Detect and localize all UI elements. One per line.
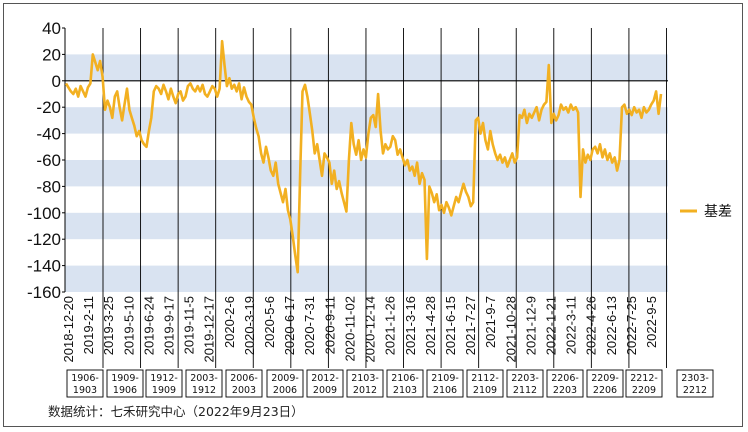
x-tick-label: 2019-3-25 bbox=[101, 296, 116, 355]
contract-label-top: 2203- bbox=[511, 373, 539, 384]
x-tick-label: 2021-6-15 bbox=[443, 296, 458, 355]
contract-label-top: 2209- bbox=[591, 373, 619, 384]
contract-label-bottom: 2203 bbox=[553, 385, 577, 396]
contract-box bbox=[145, 369, 183, 398]
contract-label-top: 2206- bbox=[551, 373, 579, 384]
contract-label-bottom: 2012 bbox=[353, 385, 377, 396]
contract-box bbox=[506, 369, 544, 398]
contract-label-bottom: 1903 bbox=[73, 385, 97, 396]
y-tick-label: -120 bbox=[27, 230, 61, 249]
contract-label-top: 1906- bbox=[71, 373, 99, 384]
contract-label-top: 1909- bbox=[111, 373, 139, 384]
contract-box bbox=[225, 369, 263, 398]
x-tick-label: 2021-3-16 bbox=[403, 296, 418, 355]
contract-label-top: 2212- bbox=[630, 373, 658, 384]
x-tick-label: 2020-7-31 bbox=[302, 296, 317, 355]
x-tick-label: 2021-12-9 bbox=[523, 296, 538, 355]
contract-label-bottom: 2106 bbox=[433, 385, 457, 396]
contract-label-bottom: 1909 bbox=[152, 385, 176, 396]
contract-label-top: 2109- bbox=[431, 373, 459, 384]
grid-band bbox=[65, 54, 668, 81]
y-tick-label: -160 bbox=[27, 283, 61, 302]
contract-box bbox=[66, 369, 104, 398]
contract-label-bottom: 2112 bbox=[513, 385, 537, 396]
contract-label-bottom: 2109 bbox=[473, 385, 497, 396]
grid-band bbox=[65, 212, 668, 240]
contract-label-top: 2303- bbox=[681, 373, 709, 384]
x-tick-label: 2022-3-11 bbox=[564, 296, 579, 354]
contract-box bbox=[386, 369, 424, 398]
source-note: 数据统计：七禾研究中心（2022年9月23日） bbox=[48, 404, 304, 419]
contract-box bbox=[676, 369, 714, 398]
grid-band bbox=[65, 160, 668, 187]
legend-label: 基差 bbox=[704, 203, 732, 220]
contract-label-bottom: 2009 bbox=[313, 385, 337, 396]
contract-label-bottom: 1912 bbox=[192, 385, 216, 396]
contract-label-top: 2009- bbox=[271, 373, 299, 384]
contract-label-bottom: 2212 bbox=[683, 385, 707, 396]
y-tick-label: -40 bbox=[36, 125, 61, 144]
contract-box bbox=[586, 369, 624, 398]
contract-label-top: 2003- bbox=[190, 373, 218, 384]
contract-label-bottom: 2006 bbox=[273, 385, 297, 396]
y-tick-label: -100 bbox=[27, 204, 61, 223]
contract-label-top: 2006- bbox=[230, 373, 258, 384]
x-tick-label: 2022-7-25 bbox=[624, 296, 639, 355]
y-tick-label: -20 bbox=[36, 98, 61, 117]
contract-label-top: 1912- bbox=[150, 373, 178, 384]
x-tick-label: 2022-9-5 bbox=[644, 296, 659, 348]
y-tick-label: -80 bbox=[36, 177, 61, 196]
contract-box bbox=[266, 369, 304, 398]
contract-box bbox=[346, 369, 384, 398]
chart-frame bbox=[3, 3, 743, 427]
contract-box bbox=[106, 369, 144, 398]
y-tick-label: 40 bbox=[42, 19, 61, 38]
x-tick-label: 2020-6-17 bbox=[282, 296, 297, 355]
x-tick-label: 2022-4-26 bbox=[584, 296, 599, 355]
x-tick-label: 2021-10-28 bbox=[503, 296, 518, 363]
contract-box bbox=[426, 369, 464, 398]
contract-label-bottom: 2209 bbox=[632, 385, 656, 396]
grid-band bbox=[65, 265, 668, 292]
x-tick-label: 2019-5-10 bbox=[121, 296, 136, 355]
contract-box bbox=[546, 369, 584, 398]
contract-label-top: 2103- bbox=[351, 373, 379, 384]
contract-label-top: 2106- bbox=[391, 373, 419, 384]
x-tick-label: 2021-9-7 bbox=[483, 296, 498, 348]
contract-label-bottom: 2103 bbox=[393, 385, 417, 396]
series-line-basis bbox=[64, 39, 663, 274]
x-tick-label: 2019-11-5 bbox=[182, 296, 197, 354]
x-tick-label: 2020-2-6 bbox=[222, 296, 237, 348]
contract-box bbox=[625, 369, 663, 398]
x-tick-label: 2022-1-21 bbox=[543, 296, 558, 355]
y-tick-label: 20 bbox=[42, 45, 61, 64]
x-tick-label: 2020-3-19 bbox=[242, 296, 257, 355]
x-tick-label: 2019-12-17 bbox=[202, 296, 217, 363]
x-tick-label: 2020-12-14 bbox=[363, 296, 378, 363]
x-tick-label: 2019-9-17 bbox=[162, 296, 177, 355]
contract-box bbox=[466, 369, 504, 398]
x-tick-label: 2019-6-24 bbox=[141, 296, 156, 355]
contract-box bbox=[306, 369, 344, 398]
y-tick-label: -140 bbox=[27, 257, 61, 276]
x-tick-label: 2021-7-27 bbox=[463, 296, 478, 355]
x-tick-label: 2020-9-11 bbox=[322, 296, 337, 354]
x-tick-label: 2020-11-02 bbox=[342, 296, 357, 362]
contract-label-bottom: 2003 bbox=[232, 385, 256, 396]
x-tick-label: 2022-6-13 bbox=[604, 296, 619, 355]
y-tick-label: -60 bbox=[36, 151, 61, 170]
contract-label-bottom: 1906 bbox=[113, 385, 137, 396]
contract-label-top: 2112- bbox=[471, 373, 499, 384]
x-tick-label: 2018-12-20 bbox=[61, 296, 76, 363]
x-tick-label: 2019-2-11 bbox=[81, 296, 96, 354]
x-tick-label: 2021-4-28 bbox=[423, 296, 438, 355]
y-tick-label: 0 bbox=[52, 72, 61, 91]
contract-box bbox=[185, 369, 223, 398]
contract-label-top: 2012- bbox=[311, 373, 339, 384]
x-tick-label: 2021-1-26 bbox=[383, 296, 398, 355]
contract-label-bottom: 2206 bbox=[593, 385, 617, 396]
x-tick-label: 2020-5-6 bbox=[262, 296, 277, 348]
